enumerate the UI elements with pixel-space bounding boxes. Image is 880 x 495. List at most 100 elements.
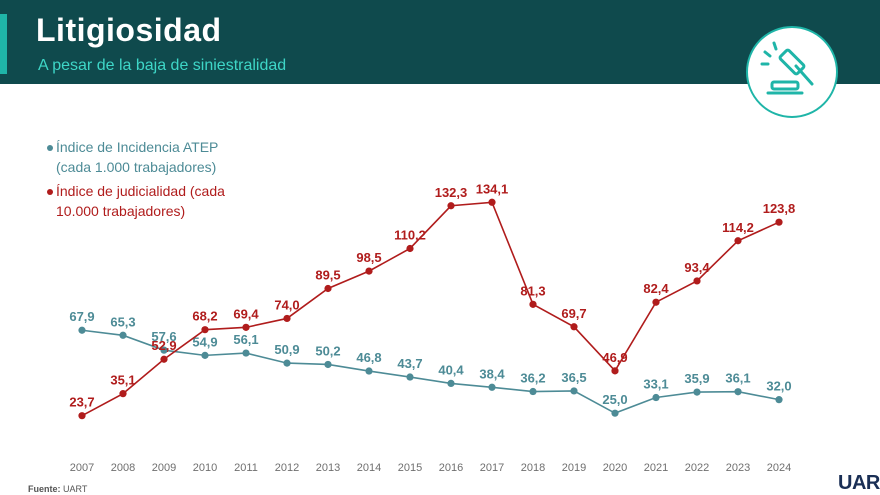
data-label-judicial: 132,3: [435, 185, 468, 200]
data-point-judicial: [529, 300, 537, 308]
data-point-atep: [447, 379, 455, 388]
data-label-judicial: 69,7: [561, 306, 586, 321]
data-point-judicial: [365, 267, 373, 275]
data-point-atep: [611, 409, 619, 417]
data-point-judicial: [488, 198, 496, 206]
data-point-atep: [242, 349, 250, 357]
header-accent-bar: [0, 14, 7, 74]
x-tick-label: 2009: [152, 462, 176, 474]
legend-label-atep: (cada 1.000 trabajadores): [56, 159, 216, 175]
x-tick-label: 2014: [357, 462, 381, 474]
data-point-atep: [406, 373, 414, 381]
data-label-judicial: 89,5: [315, 267, 340, 282]
gavel-icon: [746, 26, 838, 118]
data-label-judicial: 35,1: [110, 373, 135, 388]
data-label-atep: 46,8: [356, 350, 381, 365]
series-line-judicial: [81, 201, 780, 417]
data-label-atep: 57,6: [151, 329, 176, 344]
data-point-atep: [529, 387, 537, 396]
x-tick-label: 2010: [193, 462, 217, 474]
data-point-atep: [365, 367, 373, 375]
data-label-atep: 50,9: [274, 342, 299, 357]
data-point-atep: [652, 393, 660, 402]
legend-label-atep: Índice de Incidencia ATEP: [56, 139, 218, 155]
data-point-judicial: [242, 323, 250, 331]
x-tick-label: 2012: [275, 462, 299, 474]
source-label: Fuente:: [28, 484, 61, 494]
data-point-judicial: [160, 355, 168, 363]
source-value: UART: [63, 484, 88, 494]
data-point-judicial: [447, 202, 455, 210]
data-label-atep: 43,7: [397, 356, 422, 371]
data-point-atep: [570, 387, 578, 395]
x-tick-label: 2024: [767, 462, 791, 474]
data-point-judicial: [201, 326, 209, 334]
x-tick-label: 2019: [562, 462, 586, 474]
data-point-atep: [775, 396, 783, 404]
data-label-atep: 25,0: [602, 392, 627, 407]
data-point-judicial: [283, 314, 291, 323]
data-point-atep: [324, 360, 332, 369]
legend-marker-judicial: [47, 189, 53, 195]
x-tick-label: 2023: [726, 462, 750, 474]
data-label-atep: 50,2: [315, 343, 340, 358]
x-tick-label: 2015: [398, 462, 422, 474]
data-point-atep: [160, 346, 168, 354]
data-label-atep: 32,0: [766, 379, 791, 394]
data-point-atep: [283, 359, 291, 367]
data-point-judicial: [734, 237, 742, 245]
data-point-judicial: [119, 390, 127, 398]
data-label-judicial: 74,0: [274, 297, 299, 312]
data-label-judicial: 82,4: [643, 281, 669, 296]
data-point-atep: [488, 383, 496, 391]
brand-logo: UART: [838, 472, 880, 494]
data-label-judicial: 93,4: [684, 260, 710, 275]
data-label-atep: 67,9: [69, 309, 94, 324]
x-tick-label: 2013: [316, 462, 340, 474]
data-label-atep: 56,1: [233, 332, 258, 347]
header-banner: Litigiosidad A pesar de la baja de sinie…: [0, 0, 880, 84]
data-point-judicial: [693, 277, 701, 285]
x-tick-label: 2017: [480, 462, 504, 474]
data-label-atep: 33,1: [643, 377, 668, 392]
data-label-judicial: 69,4: [233, 306, 259, 321]
data-point-judicial: [611, 367, 619, 375]
x-tick-label: 2007: [70, 462, 94, 474]
data-point-atep: [119, 331, 127, 339]
data-point-judicial: [78, 412, 86, 420]
legend-label-judicial: Índice de judicialidad (cada: [56, 183, 225, 199]
data-point-judicial: [324, 284, 332, 293]
data-label-atep: 36,1: [725, 371, 750, 386]
page-title: Litigiosidad: [36, 12, 222, 48]
data-label-atep: 36,5: [561, 370, 586, 385]
data-label-judicial: 46,9: [602, 350, 627, 365]
x-tick-label: 2020: [603, 462, 627, 474]
data-label-atep: 40,4: [438, 362, 464, 377]
data-label-judicial: 81,3: [520, 283, 545, 298]
data-label-atep: 54,9: [192, 334, 217, 349]
data-label-atep: 65,3: [110, 314, 135, 329]
data-point-atep: [201, 351, 209, 359]
series-line-atep: [81, 329, 780, 415]
data-point-atep: [693, 388, 701, 396]
x-tick-label: 2008: [111, 462, 135, 474]
data-label-judicial: 123,8: [763, 201, 796, 216]
legend-label-judicial: 10.000 trabajadores): [56, 203, 185, 219]
x-tick-label: 2022: [685, 462, 709, 474]
data-label-judicial: 68,2: [192, 309, 217, 324]
data-point-judicial: [652, 298, 660, 306]
data-label-judicial: 23,7: [69, 395, 94, 410]
data-label-judicial: 114,2: [722, 220, 754, 235]
data-label-atep: 35,9: [684, 371, 709, 386]
data-label-atep: 38,4: [479, 366, 505, 381]
data-point-judicial: [775, 218, 783, 226]
source-note: Fuente: UART: [28, 484, 87, 494]
data-point-judicial: [406, 244, 414, 253]
page-subtitle: A pesar de la baja de siniestralidad: [38, 57, 287, 74]
data-point-atep: [78, 326, 86, 334]
data-label-judicial: 52,9: [151, 338, 176, 353]
legend-marker-atep: [47, 145, 53, 151]
x-tick-label: 2018: [521, 462, 545, 474]
data-label-judicial: 98,5: [356, 250, 381, 265]
